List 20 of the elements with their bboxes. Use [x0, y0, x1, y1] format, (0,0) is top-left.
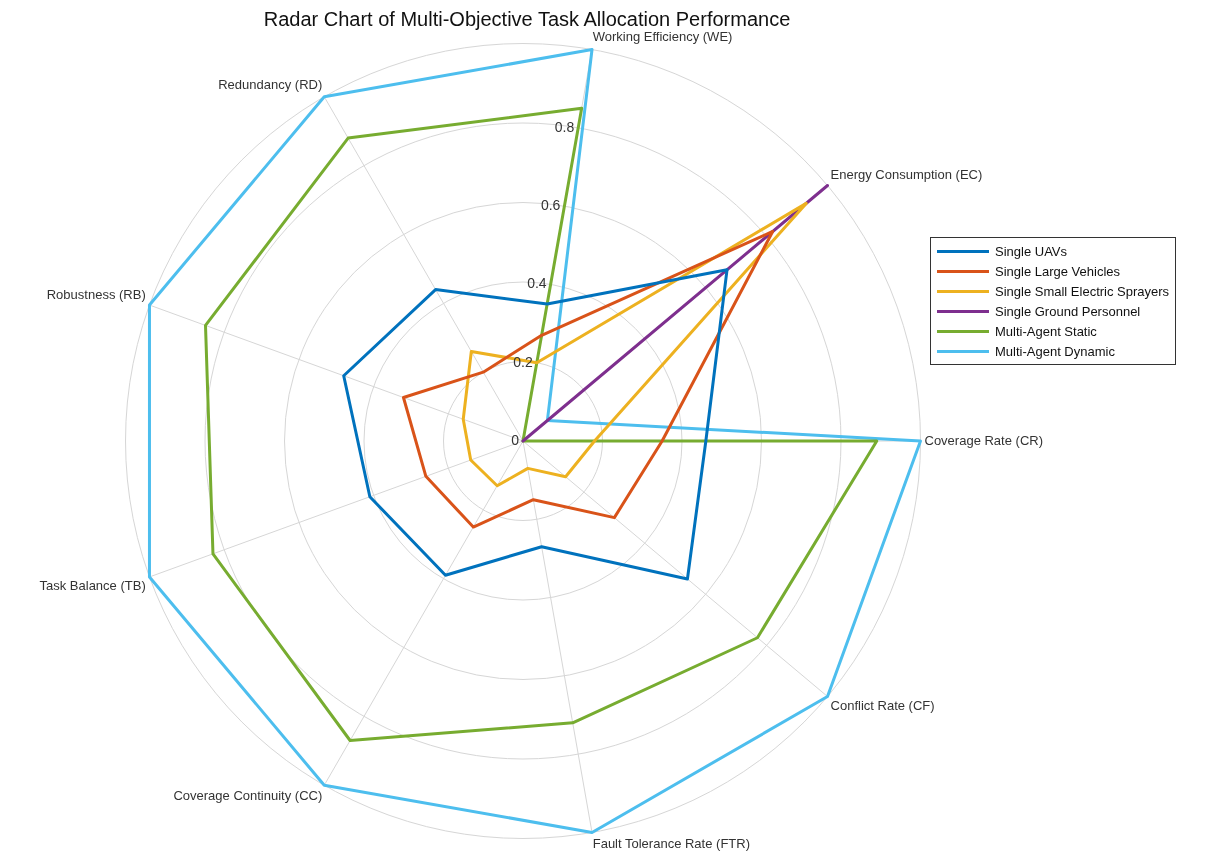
legend-label: Single Large Vehicles — [995, 263, 1121, 279]
y-tick-label: 0.8 — [554, 118, 575, 135]
y-tick-label: 0.6 — [540, 196, 561, 213]
legend-label: Multi-Agent Static — [995, 323, 1097, 339]
spoke-label: Energy Consumption (EC) — [830, 166, 983, 182]
spoke-label: Conflict Rate (CF) — [830, 698, 935, 714]
spoke-label: Fault Tolerance Rate (FTR) — [592, 835, 750, 851]
spoke-label: Coverage Continuity (CC) — [173, 788, 323, 804]
legend-label: Single Small Electric Sprayers — [995, 283, 1170, 299]
spoke-label: Robustness (RB) — [46, 287, 146, 303]
chart-title: Radar Chart of Multi-Objective Task Allocation Performance — [262, 8, 792, 31]
y-tick-label: 0.4 — [527, 275, 547, 292]
spoke-label: Redundancy (RD) — [218, 77, 323, 93]
legend-label: Single UAVs — [995, 243, 1068, 259]
spoke-label: Task Balance (TB) — [39, 577, 146, 593]
spoke-label: Working Efficiency (WE) — [592, 29, 733, 45]
legend-label: Single Ground Personnel — [995, 303, 1141, 319]
legend-label: Multi-Agent Dynamic — [995, 343, 1115, 359]
spoke-label: Coverage Rate (CR) — [924, 432, 1043, 448]
y-tick-label: 0 — [511, 431, 520, 448]
